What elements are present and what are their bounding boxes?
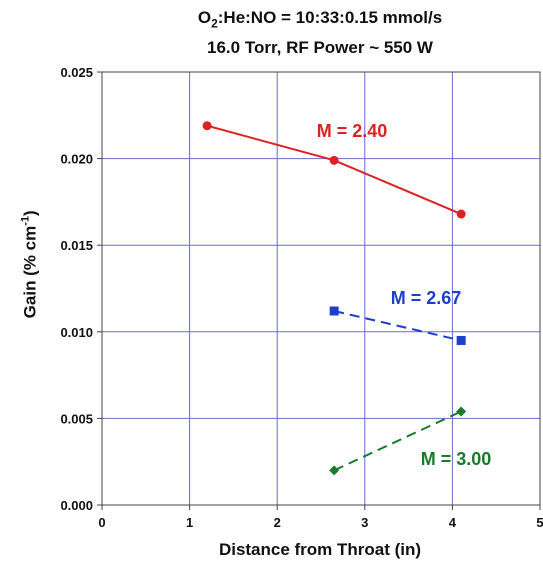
data-point [329, 465, 340, 476]
y-tick-label: 0.000 [60, 498, 93, 513]
x-tick-label: 5 [536, 515, 543, 530]
series-line [333, 410, 462, 472]
data-point [329, 155, 339, 165]
data-point [456, 335, 466, 345]
plot-frame [101, 71, 541, 506]
data-point [202, 121, 212, 131]
series-annotation: M = 3.00 [421, 449, 492, 469]
series-annotation: M = 2.67 [391, 288, 462, 308]
x-tick-label: 3 [361, 515, 368, 530]
x-tick-label: 4 [449, 515, 457, 530]
y-tick-label: 0.005 [60, 411, 93, 426]
x-tick-label: 0 [98, 515, 105, 530]
title-part-b: :He:NO = 10:33:0.15 mmol/s [217, 8, 443, 27]
x-axis-label: Distance from Throat (in) [218, 540, 422, 559]
y-tick-label: 0.020 [60, 152, 93, 167]
data-point [456, 209, 466, 219]
chart-title-line2: 16.0 Torr, RF Power ~ 550 W [207, 38, 433, 57]
series-line [333, 310, 462, 342]
data-point [456, 406, 467, 417]
x-tick-label: 1 [186, 515, 193, 530]
series-annotation: M = 2.40 [317, 121, 388, 141]
y-tick-label: 0.025 [60, 65, 93, 80]
chart-title-line1: O2:He:NO = 10:33:0.15 mmol/s [100, 8, 540, 30]
data-point [329, 306, 339, 316]
title-subscript: 2 [211, 16, 218, 31]
title-part-a: O [197, 8, 212, 27]
x-tick-label: 2 [274, 515, 281, 530]
y-tick-label: 0.010 [60, 325, 93, 340]
y-tick-label: 0.015 [60, 238, 93, 253]
plot-background [102, 72, 540, 505]
